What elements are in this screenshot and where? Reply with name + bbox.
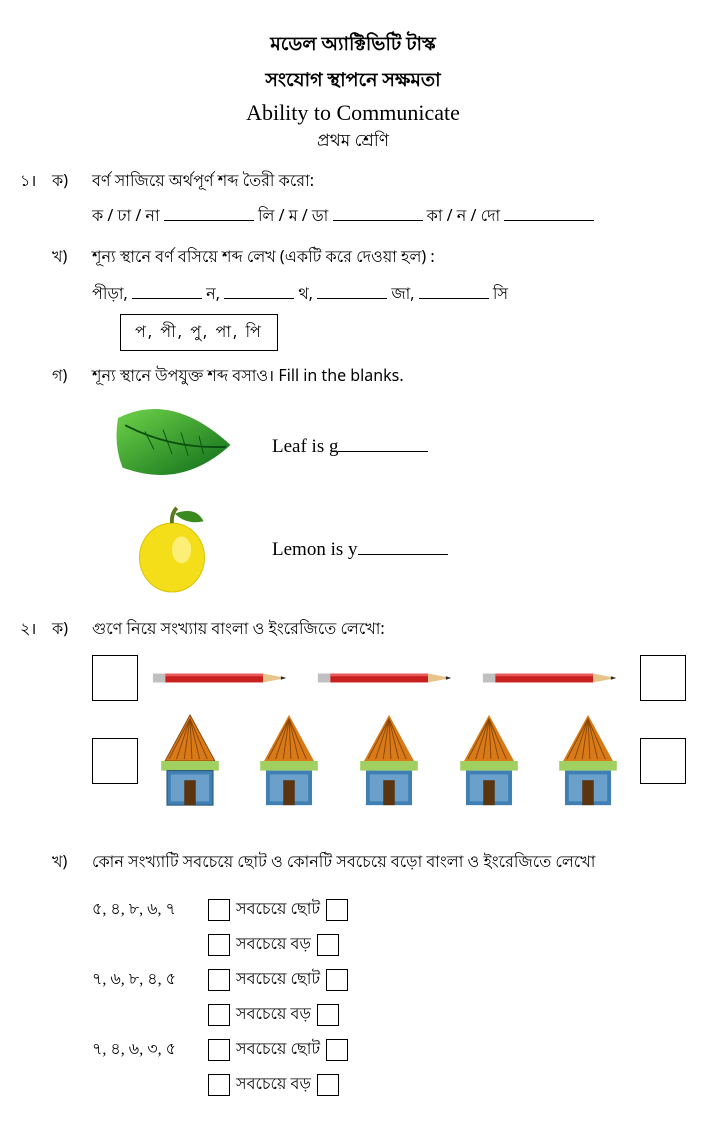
lemon-icon xyxy=(129,500,215,596)
q1b-t2: থ, xyxy=(298,282,313,304)
leaf-row: Leaf is g xyxy=(102,400,686,490)
q2b-label: খ) xyxy=(52,849,92,876)
blank-field[interactable] xyxy=(224,283,294,299)
q1b-row: খ) শূন্য স্থানে বর্ণ বসিয়ে শব্দ লেখ (এক… xyxy=(20,244,686,351)
q2b-set2-big: সবচেয়ে বড় xyxy=(92,1001,686,1028)
blank-field[interactable] xyxy=(317,283,387,299)
answer-box[interactable] xyxy=(640,738,686,784)
q1a-seg1: ক / ঢা / না xyxy=(92,204,160,226)
q1b-t1: ন, xyxy=(206,282,220,304)
q1b-label: খ) xyxy=(52,244,92,271)
q2b-set3-big: সবচেয়ে বড় xyxy=(92,1071,686,1098)
leaf-text: Leaf is g xyxy=(272,436,338,457)
q1b-given: পীড়া, xyxy=(92,282,128,304)
blank-field[interactable] xyxy=(132,283,202,299)
q1a-label: ক) xyxy=(52,168,92,195)
q1b-body: শূন্য স্থানে বর্ণ বসিয়ে শব্দ লেখ (একটি … xyxy=(92,244,686,351)
hint-box: প, পী, পু, পা, পি xyxy=(120,314,278,351)
q2a-body: গুণে নিয়ে সংখ্যায় বাংলা ও ইংরেজিতে লেখ… xyxy=(92,616,686,821)
lemon-text: Lemon is y xyxy=(272,539,358,560)
q1c-row: গ) শূন্য স্থানে উপযুক্ত শব্দ বসাও। Fill … xyxy=(20,363,686,606)
hut-icon xyxy=(441,713,537,809)
q1-number: ১। xyxy=(20,168,52,195)
leaf-image xyxy=(102,400,242,490)
hut-icon xyxy=(341,713,437,809)
q2a-label: ক) xyxy=(52,616,92,643)
pencil-icon xyxy=(314,670,464,686)
q1a-seg2: লি / ম / ডা xyxy=(258,204,328,226)
hut-icon xyxy=(540,713,636,809)
q2-number: ২। xyxy=(20,616,52,643)
answer-box[interactable] xyxy=(326,899,348,921)
q1a-body: বর্ণ সাজিয়ে অর্থপূর্ণ শব্দ তৈরী করো: ক … xyxy=(92,168,686,230)
answer-box[interactable] xyxy=(640,655,686,701)
lemon-caption: Lemon is y xyxy=(272,536,448,561)
leaf-icon xyxy=(107,400,237,490)
label-smallest: সবচেয়ে ছোট xyxy=(236,896,320,923)
label-smallest: সবচেয়ে ছোট xyxy=(236,1036,320,1063)
q2b-set1-small: ৫, ৪, ৮, ৬, ৭ সবচেয়ে ছোট xyxy=(92,896,686,923)
answer-box[interactable] xyxy=(317,1004,339,1026)
blank-field[interactable] xyxy=(504,205,594,221)
q1b-line: পীড়া, ন, থ, জা, সি xyxy=(92,281,686,308)
answer-box[interactable] xyxy=(92,655,138,701)
q1c-label: গ) xyxy=(52,363,92,390)
q1b-t4: সি xyxy=(493,282,508,304)
q1c-instruction: শূন্য স্থানে উপযুক্ত শব্দ বসাও। Fill in … xyxy=(92,363,686,390)
answer-box[interactable] xyxy=(208,934,230,956)
answer-box[interactable] xyxy=(208,1039,230,1061)
hut-icon xyxy=(241,713,337,809)
title-en: Ability to Communicate xyxy=(20,100,686,126)
blank-field[interactable] xyxy=(333,205,423,221)
q1c-body: শূন্য স্থানে উপযুক্ত শব্দ বসাও। Fill in … xyxy=(92,363,686,606)
q2b-instruction: কোন সংখ্যাটি সবচেয়ে ছোট ও কোনটি সবচেয়ে… xyxy=(92,849,686,876)
q1a-row: ১। ক) বর্ণ সাজিয়ে অর্থপূর্ণ শব্দ তৈরী ক… xyxy=(20,168,686,230)
q1a-line: ক / ঢা / না লি / ম / ডা কা / ন / দো xyxy=(92,203,686,230)
label-biggest: সবচেয়ে বড় xyxy=(236,1001,311,1028)
hut-count-row xyxy=(92,713,686,809)
blank-field[interactable] xyxy=(419,283,489,299)
worksheet-page: মডেল অ্যাক্টিভিটি টাস্ক সংযোগ স্থাপনে সক… xyxy=(0,0,714,1126)
lemon-row: Lemon is y xyxy=(102,500,686,596)
answer-box[interactable] xyxy=(208,1074,230,1096)
q1a-instruction: বর্ণ সাজিয়ে অর্থপূর্ণ শব্দ তৈরী করো: xyxy=(92,168,686,195)
answer-box[interactable] xyxy=(208,1004,230,1026)
label-biggest: সবচেয়ে বড় xyxy=(236,931,311,958)
q2b-row: খ) কোন সংখ্যাটি সবচেয়ে ছোট ও কোনটি সবচে… xyxy=(20,849,686,1106)
pencil-icon xyxy=(149,670,299,686)
q2b-set3-small: ৭, ৪, ৬, ৩, ৫ সবচেয়ে ছোট xyxy=(92,1036,686,1063)
lemon-image xyxy=(102,500,242,596)
blank-field[interactable] xyxy=(338,433,428,452)
blank-field[interactable] xyxy=(164,205,254,221)
leaf-caption: Leaf is g xyxy=(272,433,428,458)
blank-field[interactable] xyxy=(358,536,448,555)
q1a-seg3: কা / ন / দো xyxy=(427,204,500,226)
numset-3: ৭, ৪, ৬, ৩, ৫ xyxy=(92,1036,202,1063)
numset-1: ৫, ৪, ৮, ৬, ৭ xyxy=(92,896,202,923)
q2b-body: কোন সংখ্যাটি সবচেয়ে ছোট ও কোনটি সবচেয়ে… xyxy=(92,849,686,1106)
q2b-set1-big: সবচেয়ে বড় xyxy=(92,931,686,958)
answer-box[interactable] xyxy=(317,1074,339,1096)
page-header: মডেল অ্যাক্টিভিটি টাস্ক সংযোগ স্থাপনে সক… xyxy=(20,30,686,156)
q2a-instruction: গুণে নিয়ে সংখ্যায় বাংলা ও ইংরেজিতে লেখ… xyxy=(92,616,686,643)
title-bn-2: সংযোগ স্থাপনে সক্ষমতা xyxy=(20,66,686,98)
q1b-t3: জা, xyxy=(391,282,414,304)
answer-box[interactable] xyxy=(92,738,138,784)
title-bn-1: মডেল অ্যাক্টিভিটি টাস্ক xyxy=(20,30,686,62)
hut-strip xyxy=(138,713,640,809)
pencil-icon xyxy=(479,670,629,686)
grade-label: প্রথম শ্রেণি xyxy=(20,128,686,156)
pencil-count-row xyxy=(92,655,686,701)
q1b-instruction: শূন্য স্থানে বর্ণ বসিয়ে শব্দ লেখ (একটি … xyxy=(92,244,686,271)
label-biggest: সবচেয়ে বড় xyxy=(236,1071,311,1098)
answer-box[interactable] xyxy=(317,934,339,956)
q2a-row: ২। ক) গুণে নিয়ে সংখ্যায় বাংলা ও ইংরেজি… xyxy=(20,616,686,821)
pencil-strip xyxy=(138,670,640,686)
hut-icon xyxy=(142,713,238,809)
answer-box[interactable] xyxy=(326,1039,348,1061)
answer-box[interactable] xyxy=(208,899,230,921)
